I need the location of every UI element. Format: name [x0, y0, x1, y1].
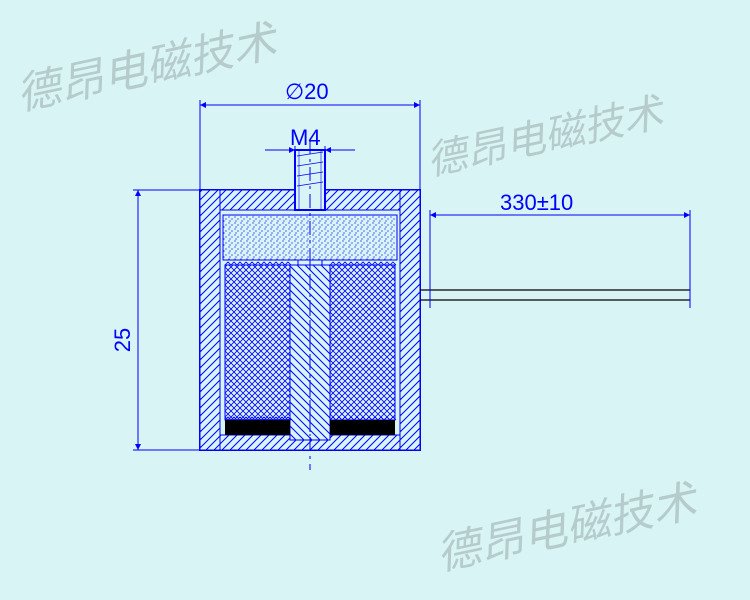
dim-label: 25: [110, 328, 135, 352]
band-right: [330, 420, 395, 435]
band-left: [225, 420, 290, 435]
coil-right: [330, 265, 395, 420]
dim-phi20-label: ∅20: [285, 79, 329, 104]
dim-label: M4: [290, 125, 321, 150]
coil-left: [225, 265, 290, 420]
dim-wire-label: 330±10: [500, 190, 573, 215]
